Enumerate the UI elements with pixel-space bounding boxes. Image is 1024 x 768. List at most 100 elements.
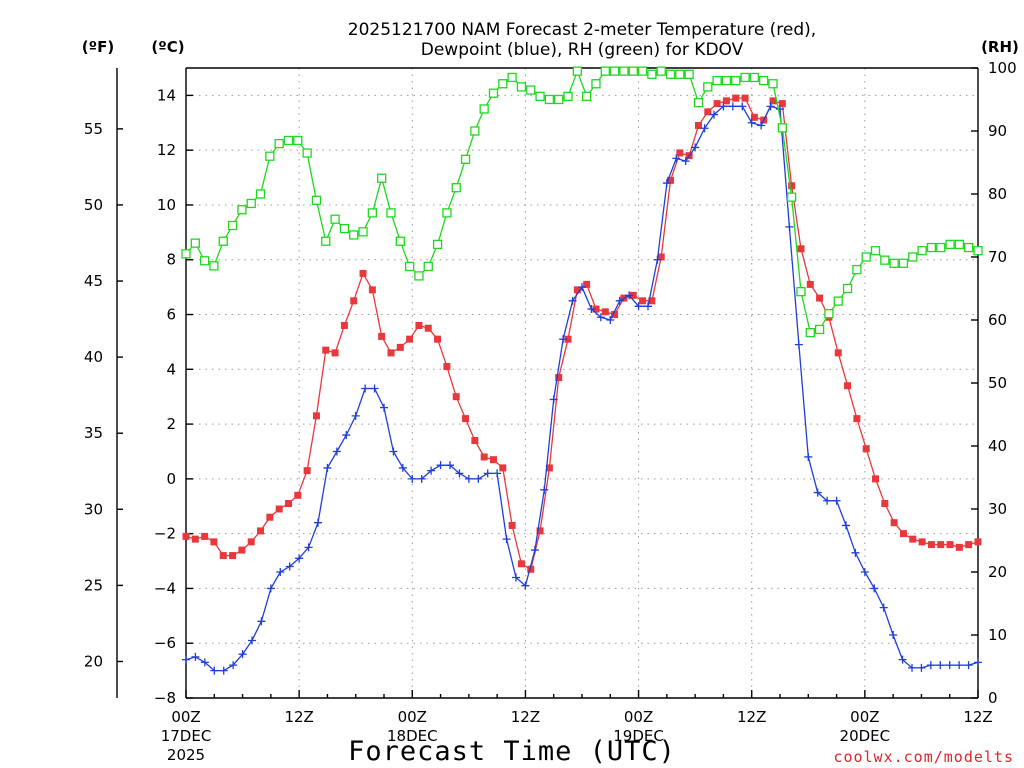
temperature-point bbox=[424, 324, 432, 332]
dewpoint-point bbox=[926, 661, 935, 670]
temperature-point bbox=[266, 513, 274, 521]
dewpoint-point bbox=[644, 302, 652, 311]
temperature-point bbox=[238, 546, 246, 554]
rh-point bbox=[852, 264, 862, 275]
rh-point bbox=[218, 236, 228, 246]
dewpoint-point bbox=[361, 384, 370, 393]
dewpoint-point bbox=[842, 521, 850, 530]
temperature-point bbox=[853, 415, 861, 423]
fahrenheit-tick-label: 30 bbox=[84, 500, 103, 518]
rh-point bbox=[889, 258, 899, 268]
rh-point bbox=[367, 208, 378, 218]
rh-point bbox=[833, 296, 843, 306]
rh-point bbox=[516, 82, 527, 92]
rh-point bbox=[926, 242, 937, 253]
temperature-point bbox=[434, 335, 442, 343]
rh-point bbox=[265, 151, 275, 161]
dewpoint-point bbox=[549, 395, 558, 404]
temperature-point bbox=[648, 297, 656, 305]
temperature-point bbox=[788, 182, 796, 190]
temperature-point bbox=[471, 437, 479, 445]
rh-tick-label: 80 bbox=[988, 185, 1007, 203]
rh-point bbox=[936, 242, 946, 253]
dewpoint-point bbox=[342, 431, 351, 440]
rh-point bbox=[544, 94, 555, 105]
dewpoint-point bbox=[889, 631, 898, 639]
dewpoint-point bbox=[417, 474, 426, 483]
temperature-point bbox=[257, 527, 265, 535]
rh-point bbox=[693, 98, 704, 108]
temperature-point bbox=[704, 108, 712, 116]
series-dewpoint bbox=[182, 102, 982, 675]
rh-tick-label: 0 bbox=[988, 689, 998, 707]
date-tick-label: 18DEC bbox=[387, 727, 438, 745]
dewpoint-point bbox=[389, 447, 398, 456]
dewpoint-point bbox=[974, 658, 982, 667]
temperature-point bbox=[331, 349, 339, 357]
rh-point bbox=[964, 242, 974, 253]
rh-point bbox=[740, 72, 750, 83]
rh-tick-label: 60 bbox=[988, 311, 1007, 329]
temperature-point bbox=[350, 297, 358, 305]
rh-point bbox=[861, 252, 871, 262]
dewpoint-point bbox=[559, 335, 568, 344]
time-tick-label: 00Z bbox=[850, 708, 879, 726]
temperature-point bbox=[322, 346, 330, 354]
dewpoint-point bbox=[248, 636, 256, 645]
fahrenheit-tick-label: 35 bbox=[84, 424, 103, 442]
rh-tick-label: 20 bbox=[988, 563, 1007, 581]
dewpoint-point bbox=[568, 296, 577, 305]
fahrenheit-tick-label: 25 bbox=[84, 576, 103, 594]
dewpoint-point bbox=[285, 562, 294, 571]
chart-title-line-1: 2025121700 NAM Forecast 2-meter Temperat… bbox=[348, 20, 816, 40]
date-tick-label: 17DEC bbox=[161, 727, 212, 745]
dewpoint-point bbox=[436, 461, 445, 470]
temperature-point bbox=[806, 280, 814, 288]
rh-point bbox=[563, 91, 573, 101]
rh-point bbox=[227, 220, 238, 231]
temperature-point bbox=[694, 122, 702, 130]
rh-point bbox=[647, 69, 657, 79]
rh-point bbox=[842, 283, 853, 294]
temperature-point bbox=[750, 113, 758, 121]
temperature-point bbox=[797, 245, 805, 253]
celsius-unit-label: (ºC) bbox=[151, 38, 184, 56]
temperature-point bbox=[210, 538, 218, 546]
temperature-point bbox=[489, 456, 497, 464]
temperature-point bbox=[816, 294, 824, 302]
temperature-point bbox=[555, 374, 563, 382]
temperature-point bbox=[629, 291, 637, 299]
celsius-tick-label: 14 bbox=[157, 86, 176, 104]
dewpoint-point bbox=[351, 411, 360, 420]
temperature-point bbox=[890, 519, 898, 527]
rh-point bbox=[945, 239, 955, 250]
dewpoint-point bbox=[662, 179, 671, 188]
temperature-point bbox=[508, 521, 516, 529]
temperature-point bbox=[462, 415, 470, 423]
year-tick-label: 2025 bbox=[167, 746, 205, 764]
dewpoint-point bbox=[266, 584, 275, 593]
celsius-tick-label: 8 bbox=[166, 251, 176, 269]
celsius-tick-label: 0 bbox=[166, 470, 176, 488]
dewpoint-point bbox=[304, 543, 313, 552]
temperature-point bbox=[676, 149, 684, 157]
time-tick-label: 12Z bbox=[963, 708, 992, 726]
dewpoint-point bbox=[380, 403, 388, 412]
rh-point bbox=[600, 66, 610, 76]
dewpoint-point bbox=[766, 102, 775, 111]
dewpoint-point bbox=[587, 305, 596, 314]
rh-point bbox=[377, 173, 387, 183]
temperature-point bbox=[927, 541, 935, 549]
temperature-point bbox=[639, 297, 647, 305]
rh-point bbox=[386, 208, 396, 218]
temperature-point bbox=[974, 538, 982, 546]
x-axis-title: Forecast Time (UTC) bbox=[348, 736, 676, 767]
dewpoint-point bbox=[615, 296, 624, 305]
dewpoint-point bbox=[879, 603, 888, 612]
rh-point bbox=[786, 192, 797, 202]
temperature-point bbox=[452, 393, 460, 401]
dewpoint-point bbox=[427, 466, 436, 475]
rh-point bbox=[414, 271, 424, 281]
